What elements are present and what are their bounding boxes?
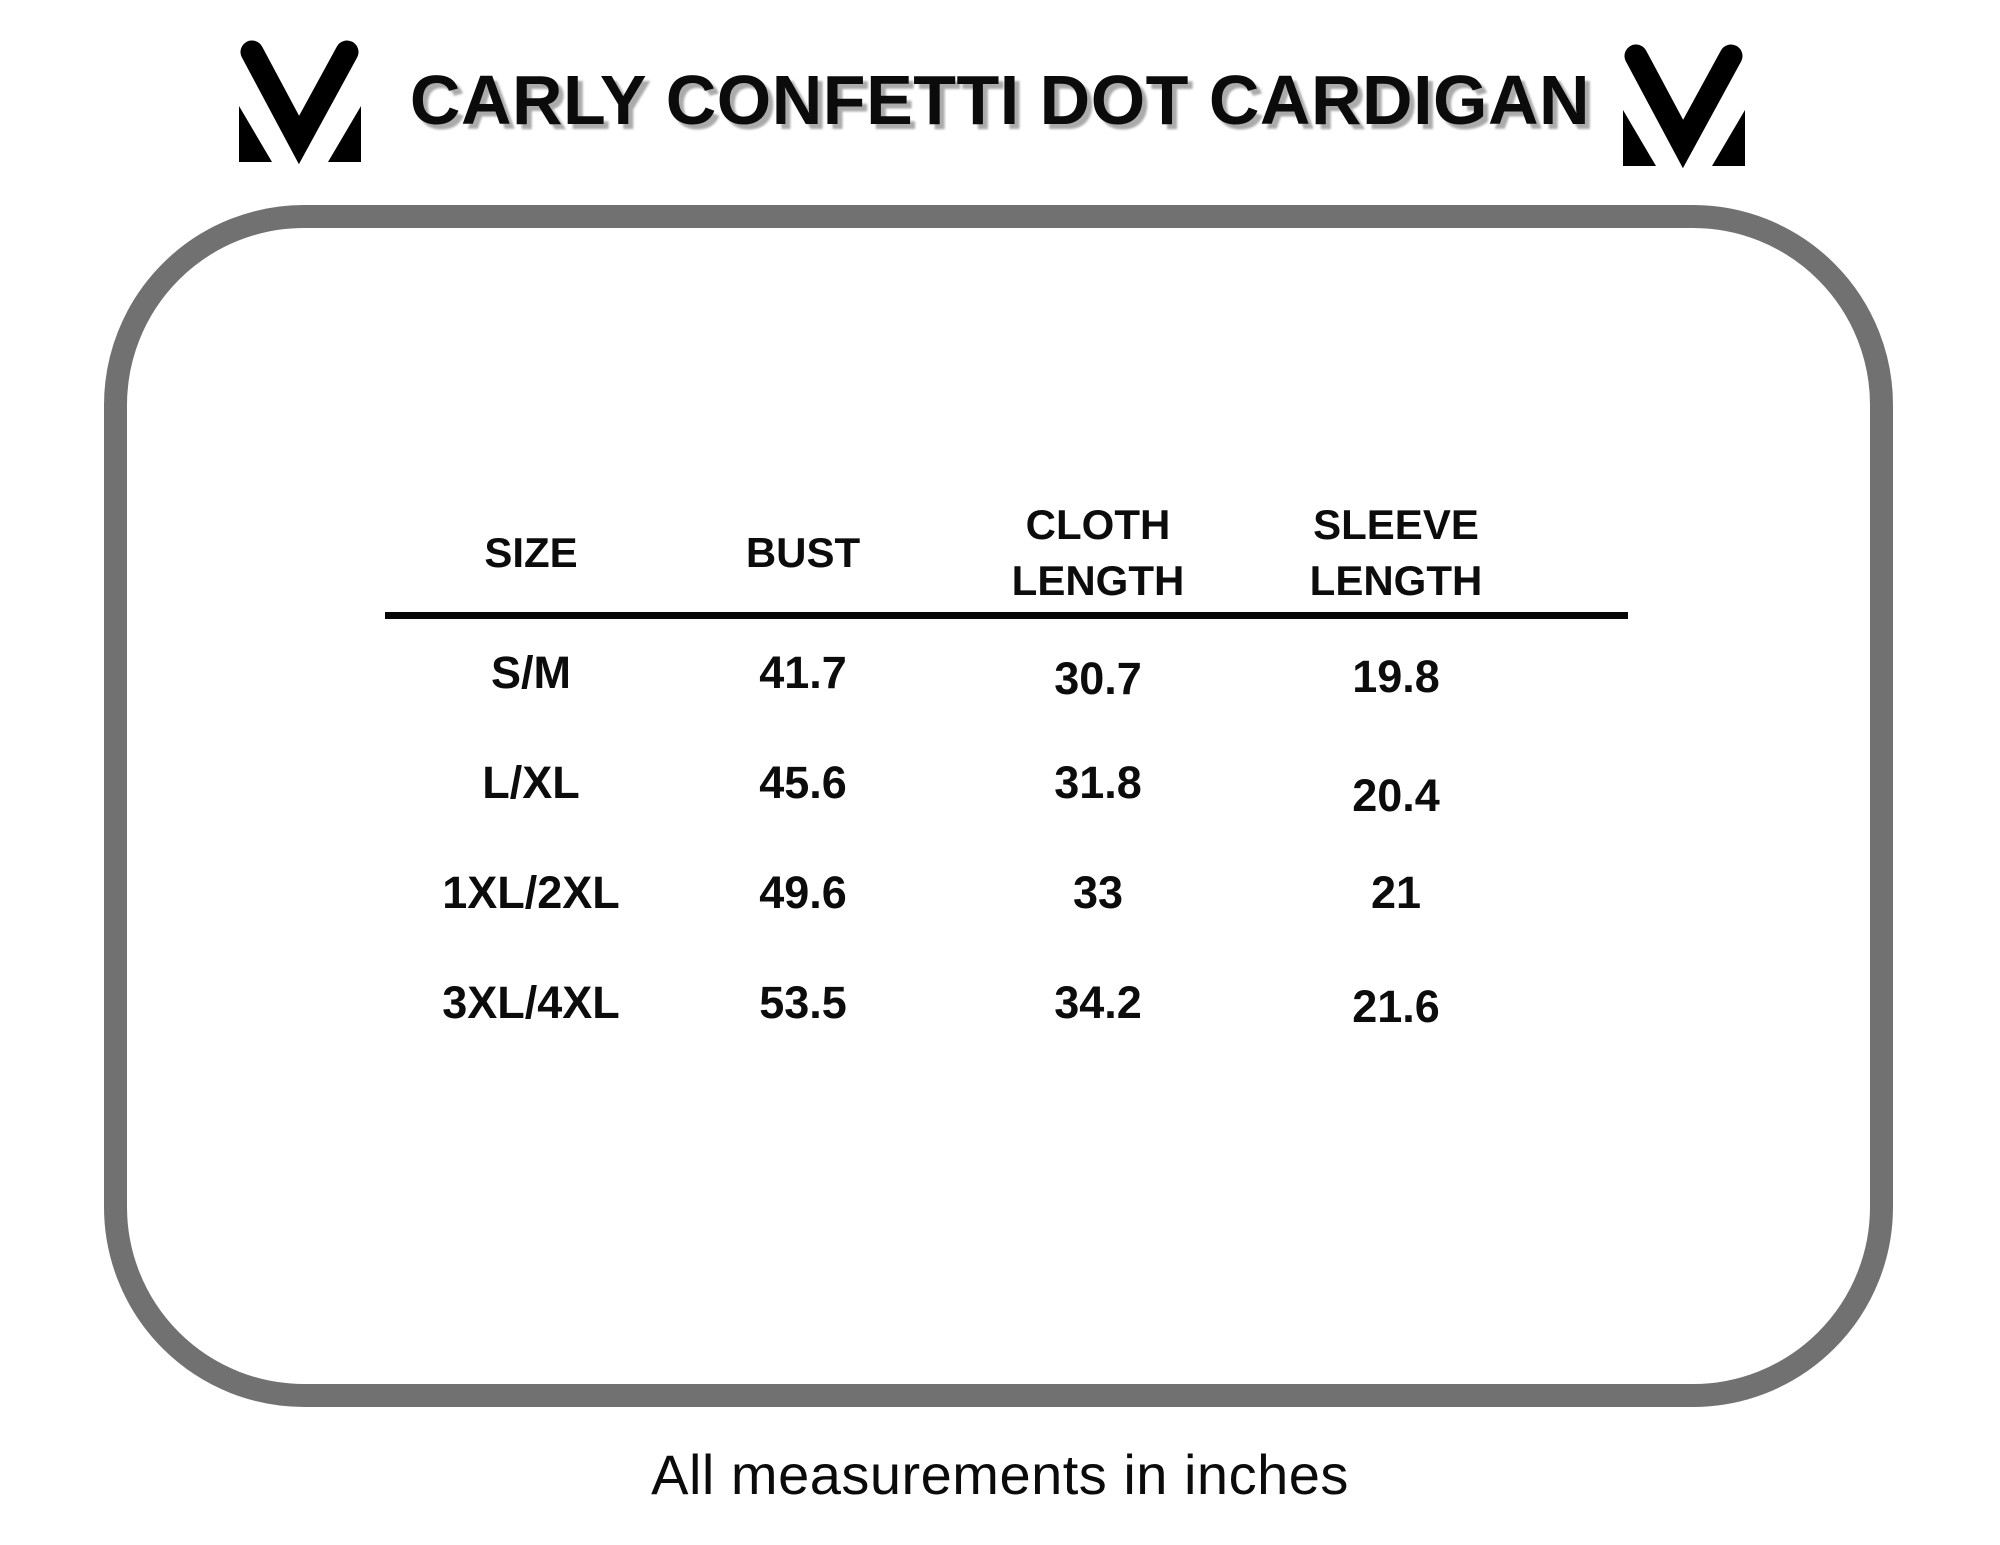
sleeve-length-value: 19.8 bbox=[1352, 651, 1440, 702]
size-chart-body: S/M 41.7 30.7 19.8 L/XL 45.6 31.8 20.4 1… bbox=[381, 618, 1521, 1058]
bust-value: 49.6 bbox=[759, 867, 847, 918]
column-header-bust: BUST bbox=[745, 528, 861, 576]
page-title: CARLY CONFETTI DOT CARDIGAN bbox=[409, 61, 1591, 139]
bust-value: 41.7 bbox=[759, 647, 847, 698]
column-header-cloth-length: CLOTH LENGTH bbox=[1011, 501, 1185, 604]
bust-value: 45.6 bbox=[759, 757, 847, 808]
size-chart-panel bbox=[104, 205, 1893, 1407]
cloth-length-value: 31.8 bbox=[1054, 757, 1142, 808]
column-header-size: SIZE bbox=[484, 528, 578, 576]
header-divider-line bbox=[385, 612, 1628, 619]
sleeve-length-value: 21.6 bbox=[1352, 981, 1440, 1032]
size-label: 3XL/4XL bbox=[442, 977, 620, 1028]
brand-m-logo-icon bbox=[1620, 42, 1748, 168]
measurements-note: All measurements in inches bbox=[651, 1443, 1349, 1506]
size-label: L/XL bbox=[482, 757, 580, 808]
bust-value: 53.5 bbox=[759, 977, 847, 1028]
brand-m-logo-icon bbox=[236, 38, 364, 164]
cloth-length-value: 30.7 bbox=[1054, 653, 1142, 704]
cloth-length-value: 34.2 bbox=[1054, 977, 1142, 1028]
cloth-length-value: 33 bbox=[1072, 867, 1124, 918]
size-chart-header-row: SIZE BUST CLOTH LENGTH SLEEVE LENGTH bbox=[381, 495, 1521, 610]
sleeve-length-value: 20.4 bbox=[1352, 770, 1440, 821]
size-label: S/M bbox=[490, 647, 571, 698]
column-header-sleeve-length: SLEEVE LENGTH bbox=[1309, 501, 1483, 604]
size-label: 1XL/2XL bbox=[442, 867, 620, 918]
sleeve-length-value: 21 bbox=[1370, 867, 1422, 918]
